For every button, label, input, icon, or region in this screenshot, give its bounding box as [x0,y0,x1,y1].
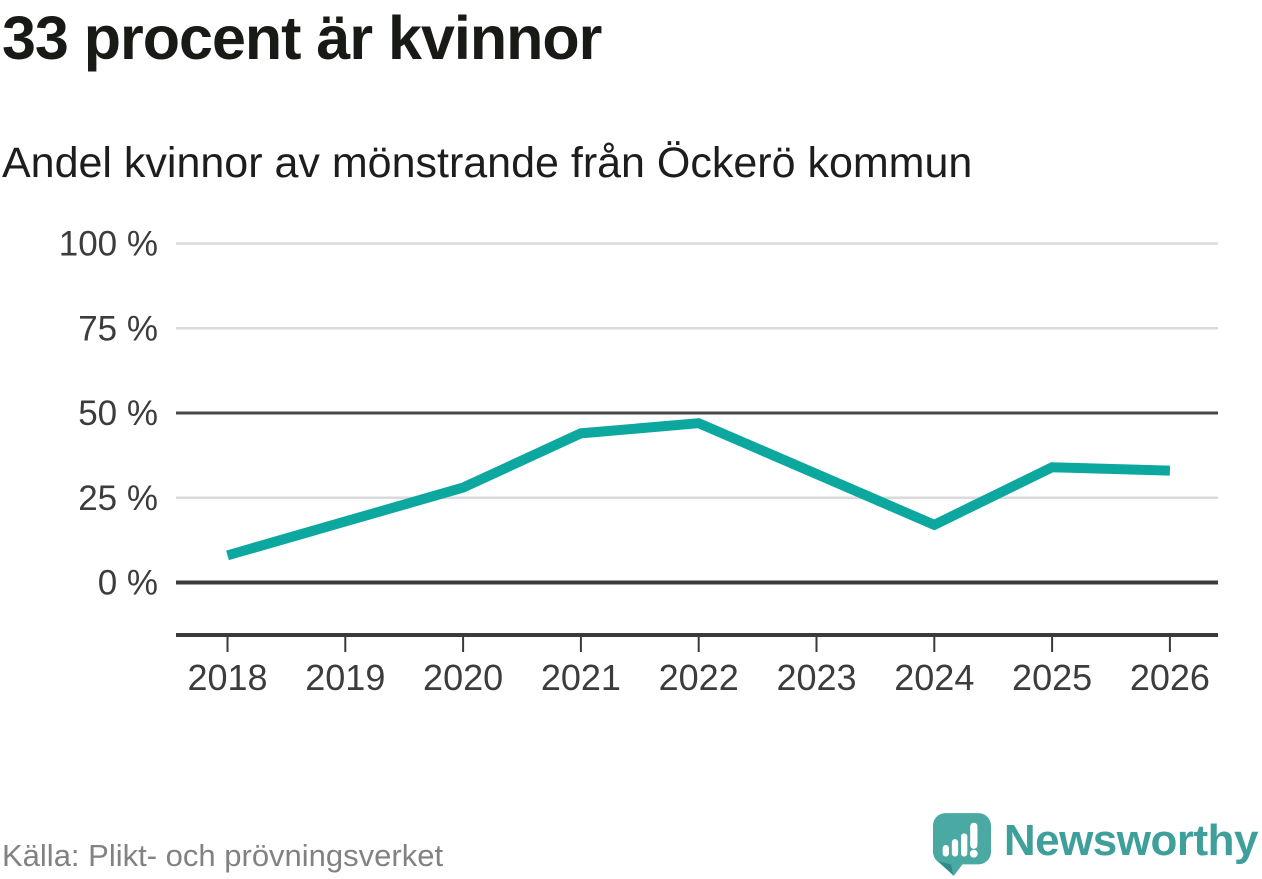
x-tick-label: 2025 [1012,657,1092,698]
x-tick-label: 2021 [541,657,621,698]
line-chart: 0 % 25 % 50 % 75 % 100 % 2018 2019 2020 2021 2022… [59,225,1218,698]
y-tick-label: 50 % [78,394,158,433]
source-note: Källa: Plikt- och prövningsverket [2,838,444,873]
x-tick-label: 2018 [187,657,267,698]
chart-subtitle: Andel kvinnor av mönstrande från Öckerö … [2,139,973,187]
data-line-andel-kvinnor [226,418,1171,561]
y-tick-label: 25 % [78,479,158,518]
x-tick-label: 2023 [776,657,856,698]
newsworthy-logo: Newsworthy [932,810,1259,878]
bar-chart-exclamation-glyph [942,822,978,858]
y-tick-label: 75 % [78,309,158,348]
newsworthy-logo-icon [932,812,991,876]
x-tick-label: 2019 [305,657,385,698]
x-tick-label: 2022 [659,657,739,698]
x-tick-label: 2026 [1130,657,1210,698]
speech-bubble-shadow [937,860,954,876]
chart-title: 33 procent är kvinnor [2,4,602,72]
newsworthy-logo-text: Newsworthy [1003,816,1259,865]
y-tick-label: 100 % [59,225,158,264]
x-tick-label: 2020 [423,657,503,698]
y-tick-label: 0 % [98,564,158,603]
x-tick-label: 2024 [894,657,974,698]
